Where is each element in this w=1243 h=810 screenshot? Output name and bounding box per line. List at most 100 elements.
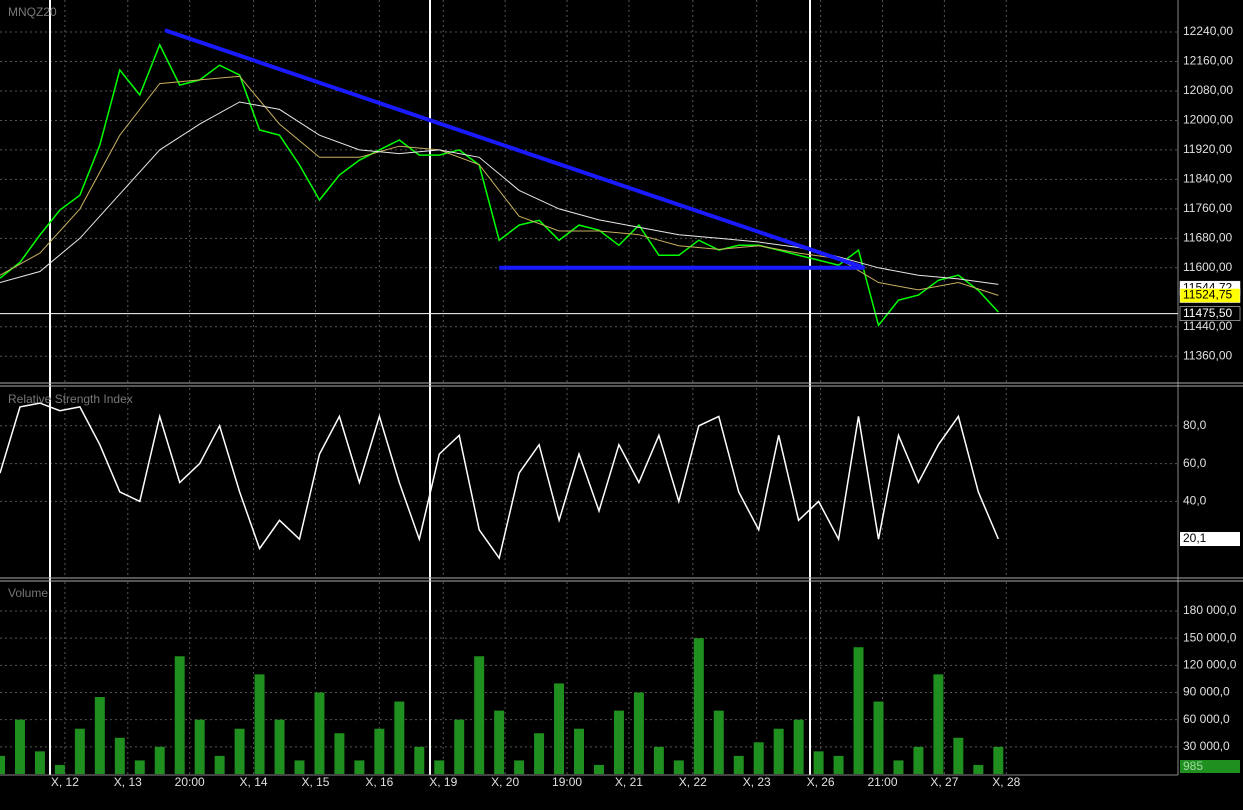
y-tick-label: 80,0 xyxy=(1183,418,1207,432)
price-label: 11524,75 xyxy=(1183,288,1232,302)
y-tick-label: 12080,00 xyxy=(1183,83,1233,97)
volume-bar xyxy=(334,733,345,774)
panel-title: Volume xyxy=(8,586,48,600)
volume-bar xyxy=(933,674,944,774)
x-tick-label: X, 12 xyxy=(51,775,79,789)
volume-bar xyxy=(873,701,884,774)
y-tick-label: 120 000,0 xyxy=(1183,657,1237,671)
price-label-box xyxy=(1179,288,1241,303)
current-label: 985 xyxy=(1183,759,1203,773)
volume-bar xyxy=(254,674,265,774)
series-line xyxy=(0,43,999,327)
current-label: 20,1 xyxy=(1183,531,1207,545)
y-tick-label: 11600,00 xyxy=(1183,260,1232,274)
volume-bar xyxy=(114,737,125,774)
volume-bar xyxy=(34,751,45,774)
volume-bar xyxy=(454,719,465,774)
y-tick-label: 180 000,0 xyxy=(1183,603,1237,617)
y-tick-label: 30 000,0 xyxy=(1183,739,1230,753)
volume-bar xyxy=(693,638,704,774)
volume-bar xyxy=(773,728,784,774)
price-label: 11475,50 xyxy=(1183,306,1232,320)
volume-bar xyxy=(394,701,405,774)
chart-title: MNQZ20 xyxy=(8,5,57,19)
volume-bar xyxy=(554,683,565,774)
volume-bar xyxy=(354,760,365,774)
volume-bar xyxy=(993,746,1004,774)
volume-bar xyxy=(434,760,445,774)
volume-bar xyxy=(474,656,485,774)
x-tick-label: X, 26 xyxy=(807,775,835,789)
x-tick-label: X, 23 xyxy=(743,775,771,789)
volume-bar xyxy=(514,760,525,774)
volume-bar xyxy=(833,755,844,774)
volume-bar xyxy=(294,760,305,774)
x-tick-label: X, 15 xyxy=(301,775,329,789)
x-tick-label: X, 28 xyxy=(992,775,1020,789)
y-tick-label: 11440,00 xyxy=(1183,319,1232,333)
volume-bar xyxy=(953,737,964,774)
y-tick-label: 40,0 xyxy=(1183,494,1207,508)
volume-bar xyxy=(154,746,165,774)
current-box xyxy=(1180,760,1240,773)
current-box xyxy=(1180,532,1240,547)
trendline xyxy=(164,28,866,270)
volume-bar xyxy=(733,755,744,774)
y-tick-label: 11680,00 xyxy=(1183,231,1232,245)
volume-bar xyxy=(0,755,5,774)
volume-bar xyxy=(494,710,505,774)
volume-bar xyxy=(314,692,325,774)
volume-bar xyxy=(613,710,624,774)
y-tick-label: 12000,00 xyxy=(1183,113,1233,127)
volume-bar xyxy=(673,760,684,774)
volume-bar xyxy=(713,710,724,774)
y-tick-label: 60 000,0 xyxy=(1183,712,1230,726)
x-tick-label: X, 22 xyxy=(679,775,707,789)
price-label-box xyxy=(1179,306,1241,321)
volume-bar xyxy=(853,647,864,774)
volume-bar xyxy=(74,728,85,774)
x-tick-label: X, 16 xyxy=(365,775,393,789)
y-tick-label: 11760,00 xyxy=(1183,201,1232,215)
volume-bar xyxy=(174,656,185,774)
volume-bar xyxy=(753,742,764,774)
panel-title: Relative Strength Index xyxy=(8,392,133,406)
volume-bar xyxy=(274,719,285,774)
volume-bar xyxy=(973,764,984,774)
x-tick-label: X, 20 xyxy=(491,775,519,789)
y-tick-label: 60,0 xyxy=(1183,456,1207,470)
x-tick-label: 20:00 xyxy=(175,775,205,789)
x-tick-label: X, 27 xyxy=(930,775,958,789)
volume-bar xyxy=(813,751,824,774)
x-tick-label: X, 13 xyxy=(114,775,142,789)
x-tick-label: X, 21 xyxy=(615,775,643,789)
series-line xyxy=(0,402,999,560)
volume-bar xyxy=(214,755,225,774)
volume-bar xyxy=(893,760,904,774)
volume-bar xyxy=(593,764,604,774)
y-tick-label: 12240,00 xyxy=(1183,24,1233,38)
volume-bar xyxy=(194,719,205,774)
volume-bar xyxy=(633,692,644,774)
volume-bar xyxy=(793,719,804,774)
y-tick-label: 12160,00 xyxy=(1183,54,1233,68)
y-tick-label: 150 000,0 xyxy=(1183,630,1237,644)
x-tick-label: X, 19 xyxy=(429,775,457,789)
volume-bar xyxy=(14,719,25,774)
volume-bar xyxy=(574,728,585,774)
volume-bar xyxy=(374,728,385,774)
volume-bar xyxy=(414,746,425,774)
y-tick-label: 11920,00 xyxy=(1183,142,1232,156)
y-tick-label: 90 000,0 xyxy=(1183,685,1230,699)
volume-bar xyxy=(234,728,245,774)
volume-bar xyxy=(134,760,145,774)
x-tick-label: 19:00 xyxy=(552,775,582,789)
volume-bar xyxy=(94,697,105,774)
volume-bar xyxy=(913,746,924,774)
volume-bar xyxy=(54,764,65,774)
x-tick-label: 21:00 xyxy=(867,775,897,789)
volume-bar xyxy=(653,746,664,774)
volume-bar xyxy=(534,733,545,774)
y-tick-label: 11360,00 xyxy=(1183,348,1232,362)
